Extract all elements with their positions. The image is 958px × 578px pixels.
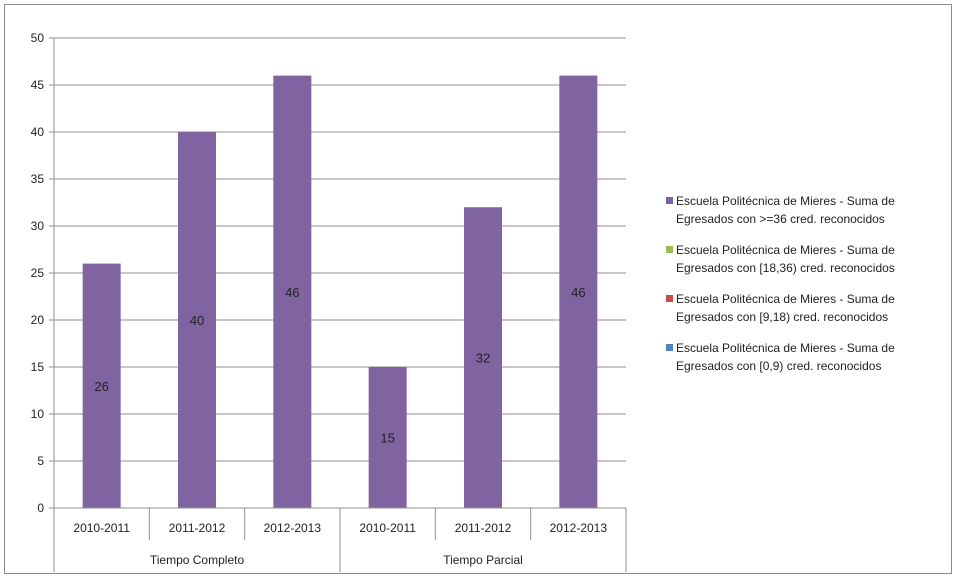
legend-item-9-18: Escuela Politécnica de Mieres - Suma de … xyxy=(666,290,948,326)
y-tick-label-15: 15 xyxy=(31,360,45,374)
x-category-label-6: 2012-2013 xyxy=(550,521,608,535)
legend-swatch-9-18 xyxy=(666,295,673,302)
legend-item-0-9: Escuela Politécnica de Mieres - Suma de … xyxy=(666,339,948,375)
legend-label-ge36-line1: Escuela Politécnica de Mieres - Suma de xyxy=(676,194,895,208)
data-label-2: 40 xyxy=(190,313,204,328)
legend-label-0-9-line2: Egresados con [0,9) cred. reconocidos xyxy=(676,359,882,373)
gridlines xyxy=(54,37,626,462)
bar-3 xyxy=(273,75,312,508)
legend-label-0-9-line1: Escuela Politécnica de Mieres - Suma de xyxy=(676,341,895,355)
y-tick-label-35: 35 xyxy=(31,172,45,186)
data-label-6: 46 xyxy=(571,285,585,300)
x-category-label-3: 2012-2013 xyxy=(264,521,322,535)
data-label-4: 15 xyxy=(380,431,394,446)
bar-2 xyxy=(178,132,216,508)
legend-swatch-0-9 xyxy=(666,344,673,351)
legend-label-18-36-line1: Escuela Politécnica de Mieres - Suma de xyxy=(676,243,895,257)
bar-6 xyxy=(559,75,598,508)
data-label-1: 26 xyxy=(94,379,108,394)
chart-frame xyxy=(4,4,952,574)
axes xyxy=(49,37,627,572)
legend-label-9-18-line1: Escuela Politécnica de Mieres - Suma de xyxy=(676,292,895,306)
y-tick-label-5: 5 xyxy=(37,454,44,468)
bar-1 xyxy=(82,263,121,508)
data-label-5: 32 xyxy=(476,351,490,366)
y-tick-label-45: 45 xyxy=(31,78,45,92)
data-label-3: 46 xyxy=(285,285,299,300)
y-tick-label-25: 25 xyxy=(31,266,45,280)
y-tick-label-0: 0 xyxy=(37,501,44,515)
y-tick-label-30: 30 xyxy=(31,219,45,233)
x-group-label-2: Tiempo Parcial xyxy=(443,553,523,567)
x-group-label-1: Tiempo Completo xyxy=(150,553,245,567)
y-tick-label-50: 50 xyxy=(31,31,45,45)
legend-swatch-18-36 xyxy=(666,246,673,253)
legend-swatch-ge36 xyxy=(666,197,673,204)
x-category-label-4: 2010-2011 xyxy=(359,521,416,535)
legend-label-ge36-line2: Egresados con >=36 cred. reconocidos xyxy=(676,212,885,226)
legend-label-9-18-line2: Egresados con [9,18) cred. reconocidos xyxy=(676,310,889,324)
x-category-label-2: 2011-2012 xyxy=(169,521,226,535)
y-tick-label-10: 10 xyxy=(31,407,45,421)
y-tick-label-20: 20 xyxy=(31,313,45,327)
labels: 0 5 10 15 20 25 30 35 40 45 50 26 2010-2011 40 2011-20… xyxy=(31,31,608,567)
y-tick-label-40: 40 xyxy=(31,125,45,139)
legend-item-18-36: Escuela Politécnica de Mieres - Suma de … xyxy=(666,241,948,277)
x-category-label-5: 2011-2012 xyxy=(455,521,512,535)
bar-4 xyxy=(368,367,407,508)
bars xyxy=(82,75,598,508)
bar-5 xyxy=(464,207,502,508)
x-category-label-1: 2010-2011 xyxy=(73,521,130,535)
legend-item-ge36: Escuela Politécnica de Mieres - Suma de … xyxy=(666,192,948,228)
legend-label-18-36-line2: Egresados con [18,36) cred. reconocidos xyxy=(676,261,895,275)
legend: Escuela Politécnica de Mieres - Suma de … xyxy=(666,192,948,388)
